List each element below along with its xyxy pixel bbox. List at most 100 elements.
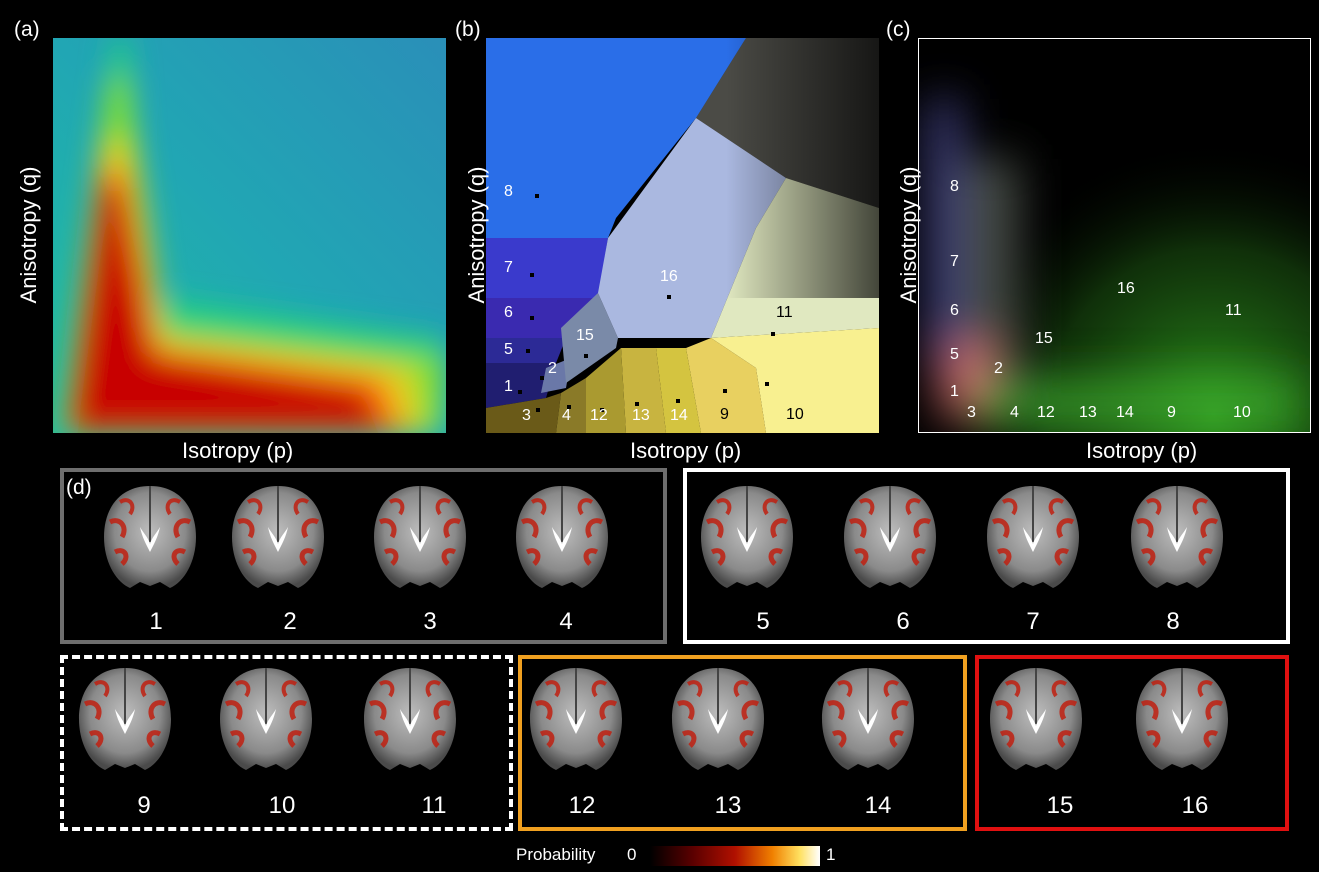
panel-c-xlabel: Isotropy (p) [1086,438,1198,463]
group-frame-white [683,468,1290,644]
brain-slice [1127,482,1227,592]
centroid-dot [530,316,534,320]
brain-slice [1132,664,1232,774]
group-frame-gray [60,468,667,644]
slice-number: 7 [1026,608,1040,635]
brain-slice [668,664,768,774]
brain-slice [983,482,1083,592]
brain-slice [228,482,328,592]
region-label: 14 [670,407,688,424]
group-frame-red [975,655,1289,831]
slice-number: 15 [1046,792,1074,819]
region-label: 13 [632,407,650,424]
region-label: 12 [590,407,608,424]
brain-slice [100,482,200,592]
region-label: 5 [950,346,959,363]
panel-a-heatmap [53,38,446,433]
centroid-dot [667,295,671,299]
panel-a-ylabel: Anisotropy (q) [16,166,41,304]
group-frame-orange [518,655,967,831]
slice-number: 1 [149,608,163,635]
panel-c-density: 1 2 3 4 5 6 7 8 9 10 11 12 13 14 15 16 [918,38,1311,433]
brain-slice [697,482,797,592]
panel-d-label: (d) [66,476,92,499]
region-label: 4 [562,407,571,424]
color-density-map [919,39,1310,432]
region-label: 8 [950,178,959,195]
panel-a-label: (a) [14,18,40,41]
region-label: 15 [1035,330,1053,347]
colorbar-title: Probability [516,845,596,864]
centroid-dot [536,408,540,412]
group-frame-dashed [60,655,513,831]
region-label: 7 [950,253,959,270]
region-label: 16 [1117,280,1135,297]
region-label: 2 [548,360,557,377]
region-label: 13 [1079,404,1097,421]
centroid-dot [765,382,769,386]
region-label: 4 [1010,404,1019,421]
brain-slice [526,664,626,774]
region-label: 11 [1225,302,1242,319]
region-label: 11 [776,304,793,321]
brain-slice [75,664,175,774]
region-label: 2 [994,360,1003,377]
slice-number: 13 [714,792,742,819]
slice-number: 2 [283,608,297,635]
region-label: 9 [1167,404,1176,421]
region-label: 15 [576,327,594,344]
region-label: 10 [786,406,804,423]
region-label: 12 [1037,404,1055,421]
centroid-dot [530,273,534,277]
centroid-dot [518,390,522,394]
region-label: 5 [504,341,513,358]
brain-slice [216,664,316,774]
panel-b-segmentation: 1 2 3 4 5 6 7 8 9 10 11 12 13 14 15 16 [486,38,879,433]
region-label: 9 [720,406,729,423]
region-label: 7 [504,259,513,276]
brain-slice [370,482,470,592]
panel-a-xlabel: Isotropy (p) [182,438,294,463]
region-label: 16 [660,268,678,285]
panel-c-ylabel: Anisotropy (q) [896,166,921,304]
colorbar-max: 1 [826,845,836,864]
panel-b-xlabel: Isotropy (p) [630,438,742,463]
brain-slice [818,664,918,774]
slice-number: 12 [568,792,596,819]
slice-number: 6 [896,608,910,635]
slice-number: 4 [559,608,573,635]
slice-number: 11 [421,792,447,819]
panel-b-ylabel: Anisotropy (q) [464,166,489,304]
brain-slice [986,664,1086,774]
region-label: 3 [967,404,976,421]
panel-b-label: (b) [455,18,481,41]
centroid-dot [567,405,571,409]
region-label: 10 [1233,404,1251,421]
slice-number: 9 [137,792,151,819]
slice-number: 3 [423,608,437,635]
region-map [486,38,879,433]
region-label: 1 [950,383,959,400]
region-label: 8 [504,183,513,200]
region-label: 1 [504,378,513,395]
region-label: 14 [1116,404,1134,421]
region-label: 3 [522,407,531,424]
brain-slice [840,482,940,592]
brain-slice [360,664,460,774]
centroid-dot [540,376,544,380]
centroid-dot [723,389,727,393]
centroid-dot [584,354,588,358]
brain-slice [512,482,612,592]
centroid-dot [600,408,604,412]
probability-colorbar [650,846,820,866]
density-heatmap [53,38,446,433]
centroid-dot [635,402,639,406]
region-label: 6 [504,304,513,321]
centroid-dot [771,332,775,336]
centroid-dot [535,194,539,198]
panel-c-label: (c) [886,18,911,41]
slice-number: 16 [1181,792,1209,819]
colorbar-min: 0 [627,845,637,864]
centroid-dot [676,399,680,403]
region-label: 6 [950,302,959,319]
